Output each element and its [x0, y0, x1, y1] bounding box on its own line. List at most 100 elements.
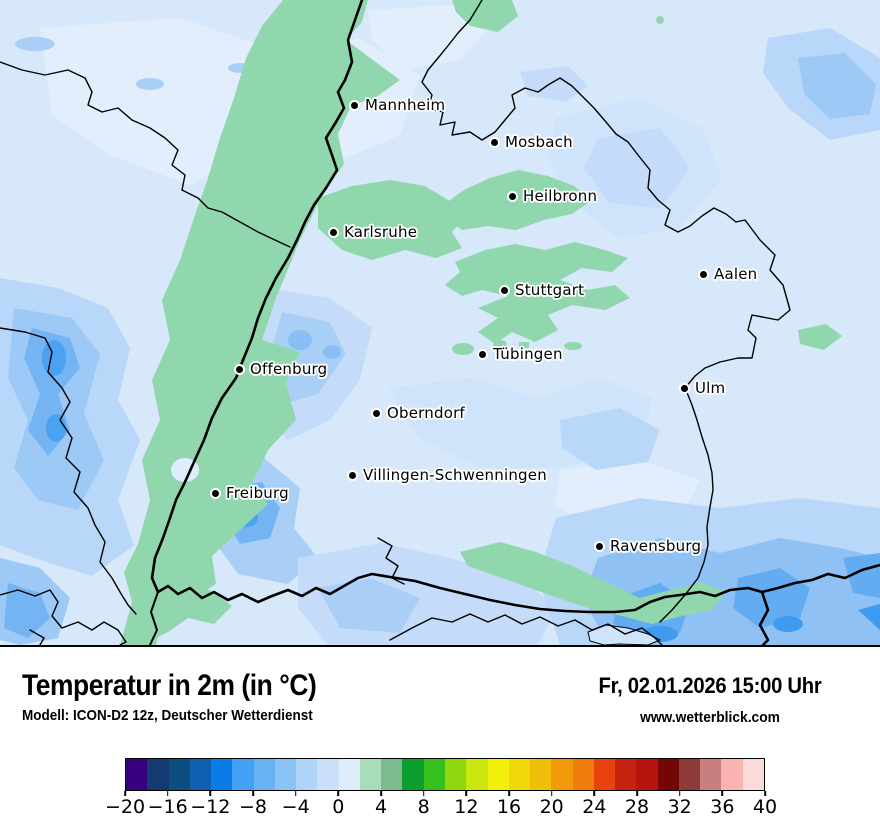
mild-green-valleys [120, 0, 842, 645]
rhine-border [150, 0, 364, 594]
colorbar-tick-label: 0 [332, 796, 345, 818]
colorbar-tick-label: −4 [281, 796, 310, 818]
map-area: Mannheim Mosbach Heilbronn Karlsruhe Aalen St… [0, 0, 880, 647]
city-label: Mosbach [505, 133, 573, 151]
colorbar-tick [508, 791, 510, 796]
website-url: www.wetterblick.com [640, 709, 780, 726]
colorbar-tick [550, 791, 553, 796]
city-dot [373, 409, 380, 417]
colorbar-segment-28 [636, 759, 658, 790]
colorbar-segment-12 [466, 759, 488, 790]
city-dot [330, 228, 337, 236]
hochrhein-green [460, 542, 726, 624]
city-label: Stuttgart [515, 281, 585, 299]
colorbar-tick-label: −12 [190, 796, 231, 818]
city-dot [236, 365, 243, 373]
city-marker-offenburg: Offenburg [236, 360, 327, 378]
city-dot [596, 542, 603, 550]
city-marker-mannheim: Mannheim [351, 96, 445, 114]
colorbar-tick [294, 791, 297, 796]
colorbar-segment--10 [232, 759, 254, 790]
colorbar-tick-label: 32 [667, 796, 692, 818]
city-marker-villingen-schwenningen: Villingen-Schwenningen [349, 466, 547, 484]
city-label: Ravensburg [610, 537, 702, 555]
city-marker-mosbach: Mosbach [491, 133, 573, 151]
colorbar-segment-20 [551, 759, 573, 790]
city-dot [351, 101, 358, 109]
city-dot [700, 270, 707, 278]
colorbar-segment--16 [168, 759, 190, 790]
city-dot [349, 471, 356, 479]
city-marker-ulm: Ulm [681, 379, 725, 397]
colorbar-tick [593, 791, 596, 796]
colorbar-segment-26 [615, 759, 637, 790]
colorbar-segment-32 [678, 759, 701, 790]
city-dot [479, 350, 486, 358]
city-label: Freiburg [226, 484, 289, 502]
colorbar-segment--2 [317, 759, 339, 790]
city-dot [491, 138, 498, 146]
colorbar-segment--6 [274, 759, 297, 790]
colorbar-segment-2 [359, 759, 382, 790]
footer-right: Fr, 02.01.2026 15:00 Uhr www.wetterblick… [570, 673, 850, 726]
colorbar-tick [124, 791, 126, 796]
city-label: Villingen-Schwenningen [363, 466, 547, 484]
city-marker-stuttgart: Stuttgart [501, 281, 584, 299]
lake-constance [587, 624, 662, 645]
colorbar-tick [678, 791, 681, 796]
map-svg [0, 0, 880, 645]
colorbar-segment-18 [530, 759, 552, 790]
city-label: Offenburg [250, 360, 328, 378]
colorbar-segment-16 [508, 759, 531, 790]
city-dot [212, 489, 219, 497]
city-layer: Mannheim Mosbach Heilbronn Karlsruhe Aalen St… [212, 96, 757, 555]
city-label: Heilbronn [523, 187, 598, 205]
forecast-datetime: Fr, 02.01.2026 15:00 Uhr [598, 673, 822, 698]
colorbar-segment-22 [572, 759, 594, 790]
colorbar-segment-30 [657, 759, 679, 790]
colorbar-tick [337, 791, 340, 796]
bavaria-border [421, 0, 791, 623]
colorbar-tick-label: 28 [624, 796, 650, 818]
colorbar-segment--8 [253, 759, 275, 790]
colorbar-tick-label: 8 [417, 796, 430, 818]
colorbar-tick-label: 4 [374, 796, 388, 818]
colorbar-tick [166, 791, 169, 796]
colorbar-tick-label: −20 [104, 796, 146, 818]
colorbar-segment-4 [381, 759, 403, 790]
city-marker-karlsruhe: Karlsruhe [330, 223, 417, 241]
city-dot [681, 384, 688, 392]
colorbar-segment-38 [742, 759, 764, 790]
city-label: Ulm [695, 379, 726, 397]
city-marker-oberndorf: Oberndorf [373, 404, 465, 422]
city-marker-freiburg: Freiburg [212, 484, 289, 502]
colorbar-segment--20 [126, 759, 148, 790]
colorbar-segment--4 [296, 759, 318, 790]
city-dot [509, 192, 516, 200]
city-marker-ravensburg: Ravensburg [596, 537, 701, 555]
model-info: Modell: ICON-D2 12z, Deutscher Wetterdie… [22, 707, 313, 724]
colorbar-tick [380, 791, 382, 796]
colorbar-segment-0 [338, 759, 360, 790]
colorbar-segment-34 [700, 759, 722, 790]
colorbar-tick [636, 791, 638, 796]
stuttgart-green [445, 242, 630, 344]
colorbar-tick [764, 791, 766, 796]
colorbar-segment-14 [487, 759, 509, 790]
colorbar: −20 −16 −12 −8 −4 0 4 8 12 16 20 24 28 32 36 40 [105, 758, 777, 818]
colorbar-tick [721, 791, 724, 796]
colorbar-tick [252, 791, 254, 796]
state-borders [0, 0, 791, 645]
colorbar-segment--14 [189, 759, 212, 790]
kraichgau-green [318, 180, 468, 260]
rhine-valley-green [120, 0, 400, 645]
city-label: Aalen [714, 265, 758, 283]
city-label: Karlsruhe [344, 223, 418, 241]
colorbar-tick-label: 40 [752, 796, 778, 818]
colorbar-scale [125, 758, 765, 791]
colorbar-tick-label: 36 [710, 796, 735, 818]
colorbar-tick [209, 791, 212, 796]
colorbar-segment-36 [721, 759, 743, 790]
colorbar-tick-label: −8 [238, 796, 268, 818]
city-marker-aalen: Aalen [700, 265, 757, 283]
